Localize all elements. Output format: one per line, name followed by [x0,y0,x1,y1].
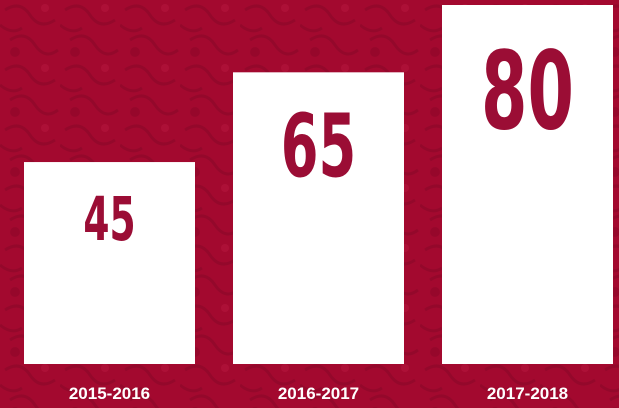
bar [24,162,195,364]
bar [442,5,613,364]
value-label-group: 45 [83,184,135,255]
bar [233,72,404,364]
x-tick-label: 2017-2018 [487,384,568,403]
x-tick-label: 2016-2017 [278,384,359,403]
value-label: 45 [83,184,135,255]
value-label: 80 [481,30,574,155]
value-label: 65 [281,96,356,198]
x-tick-label: 2015-2016 [69,384,150,403]
value-label-group: 65 [281,96,356,198]
value-label-group: 80 [481,30,574,155]
